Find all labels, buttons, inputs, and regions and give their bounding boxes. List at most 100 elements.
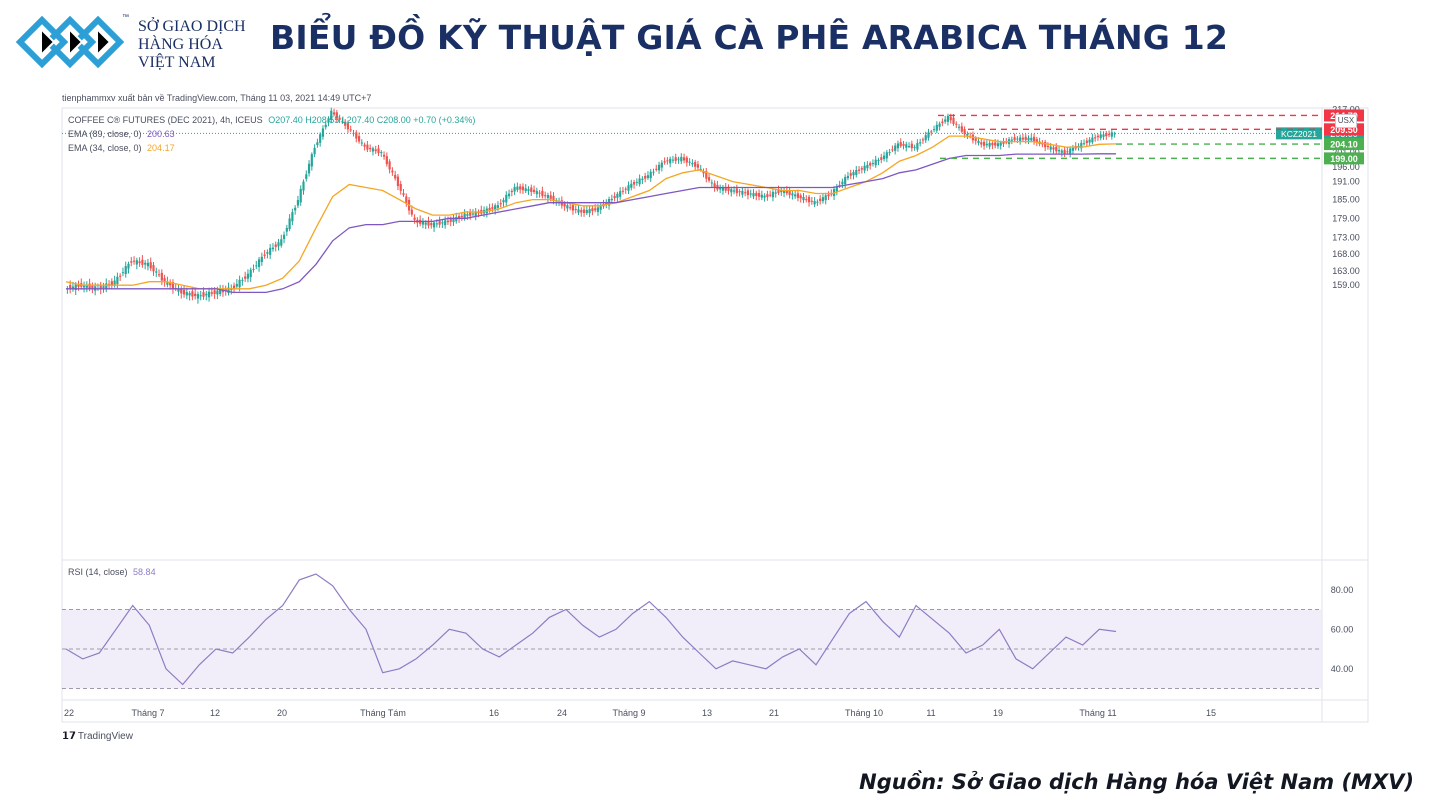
candle-down bbox=[191, 291, 194, 297]
price-tick-label: 173.00 bbox=[1332, 233, 1360, 243]
candle-down bbox=[388, 161, 391, 170]
candle-up bbox=[669, 158, 672, 164]
price-tick-label: 217.00 bbox=[1332, 104, 1360, 114]
candle-up bbox=[616, 193, 619, 198]
candle-down bbox=[335, 112, 338, 119]
candle-down bbox=[574, 209, 577, 211]
candle-down bbox=[391, 170, 394, 173]
candle-down bbox=[788, 190, 791, 195]
candle-up bbox=[699, 168, 702, 170]
candle-down bbox=[930, 131, 933, 133]
rsi-value: 58.84 bbox=[133, 567, 156, 577]
level-label: 199.00 bbox=[1330, 154, 1358, 164]
currency-button[interactable]: USX bbox=[1335, 114, 1357, 128]
candle-up bbox=[657, 164, 661, 171]
candle-up bbox=[113, 280, 116, 285]
candle-down bbox=[682, 157, 686, 161]
candle-up bbox=[502, 199, 505, 203]
candle-up bbox=[816, 201, 819, 203]
candle-up bbox=[841, 181, 844, 185]
candle-up bbox=[638, 178, 641, 185]
candle-up bbox=[782, 189, 786, 194]
candle-down bbox=[810, 200, 813, 202]
candle-down bbox=[538, 192, 541, 194]
candle-up bbox=[780, 190, 783, 193]
candle-down bbox=[274, 244, 277, 247]
candle-up bbox=[74, 284, 77, 290]
candle-up bbox=[216, 290, 219, 295]
candle-up bbox=[896, 143, 900, 149]
candle-down bbox=[807, 196, 811, 203]
ema34-legend: EMA (34, close, 0) 204.17 bbox=[68, 143, 175, 153]
candle-up bbox=[882, 155, 886, 160]
price-tick-label: 185.00 bbox=[1332, 195, 1360, 205]
candle-down bbox=[994, 142, 997, 146]
candle-up bbox=[802, 197, 805, 201]
candle-up bbox=[1027, 137, 1030, 141]
symbol-tag bbox=[1276, 127, 1322, 140]
time-tick-label: 16 bbox=[489, 708, 499, 718]
candle-down bbox=[377, 148, 380, 154]
candle-down bbox=[160, 272, 163, 281]
candle-up bbox=[660, 162, 663, 168]
candle-up bbox=[680, 156, 683, 162]
ema89-value: 200.63 bbox=[147, 129, 175, 139]
candle-up bbox=[296, 200, 300, 206]
candle-down bbox=[624, 188, 627, 190]
candle-down bbox=[413, 217, 416, 220]
symbol-tag-label: KCZ2021 bbox=[1281, 129, 1317, 139]
candle-down bbox=[785, 190, 788, 194]
candle-down bbox=[382, 154, 386, 157]
candle-up bbox=[752, 193, 755, 197]
candle-down bbox=[769, 194, 772, 196]
candle-down bbox=[69, 285, 72, 290]
candle-up bbox=[866, 164, 869, 169]
candle-up bbox=[1113, 133, 1116, 135]
candle-up bbox=[249, 269, 252, 278]
candle-up bbox=[885, 152, 888, 159]
candle-down bbox=[910, 143, 913, 149]
candle-down bbox=[644, 176, 647, 179]
candle-down bbox=[1024, 136, 1027, 141]
candle-up bbox=[241, 279, 244, 281]
candle-down bbox=[402, 193, 405, 195]
candle-up bbox=[846, 175, 850, 179]
candle-up bbox=[444, 220, 447, 226]
candle-down bbox=[891, 149, 894, 151]
candle-up bbox=[927, 132, 930, 138]
candle-up bbox=[463, 213, 466, 219]
candle-up bbox=[527, 189, 530, 191]
price-tick-label: 168.00 bbox=[1332, 249, 1360, 259]
tradingview-icon: 𝟭𝟳 bbox=[62, 731, 76, 742]
candle-up bbox=[546, 195, 550, 199]
ema34-label: EMA (34, close, 0) bbox=[68, 143, 142, 153]
price-tick-label: 196.00 bbox=[1332, 162, 1360, 172]
candle-up bbox=[588, 209, 591, 214]
candle-down bbox=[488, 207, 491, 211]
candle-up bbox=[421, 221, 425, 225]
logo-line-2: HÀNG HÓA bbox=[138, 36, 223, 53]
candle-up bbox=[635, 181, 638, 183]
candle-up bbox=[791, 193, 794, 196]
candle-down bbox=[838, 184, 841, 187]
support-tag bbox=[1324, 152, 1364, 165]
candle-up bbox=[977, 141, 980, 144]
candle-down bbox=[1105, 132, 1108, 137]
candle-up bbox=[1071, 147, 1075, 151]
candle-down bbox=[857, 169, 861, 171]
candle-down bbox=[1021, 137, 1025, 140]
candle-down bbox=[366, 144, 369, 150]
time-tick-label: Tháng Tám bbox=[360, 708, 406, 718]
candle-up bbox=[455, 217, 458, 222]
candle-down bbox=[363, 144, 366, 147]
candle-up bbox=[166, 281, 169, 285]
candle-up bbox=[1019, 137, 1022, 142]
level-label: 204.10 bbox=[1330, 140, 1358, 150]
candle-down bbox=[510, 190, 513, 193]
candle-down bbox=[549, 195, 552, 199]
logo-text: SỞ GIAO DỊCH HÀNG HÓA VIỆT NAM bbox=[138, 18, 246, 72]
candle-up bbox=[999, 142, 1002, 146]
candle-down bbox=[796, 193, 800, 198]
candle-down bbox=[707, 177, 711, 181]
